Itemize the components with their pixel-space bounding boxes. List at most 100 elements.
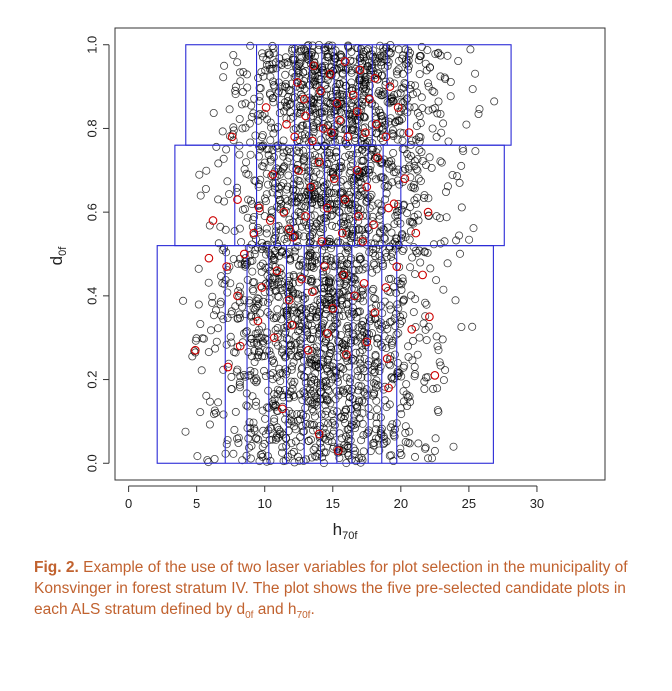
plot-point [284, 171, 293, 180]
plot-point [256, 309, 265, 318]
plot-point [339, 261, 348, 270]
plot-point [231, 407, 240, 416]
selected-plot-point [294, 165, 304, 175]
plot-point [345, 429, 354, 438]
plot-point [380, 234, 389, 243]
plot-point [469, 224, 478, 233]
plot-point [383, 324, 392, 333]
selected-plot-point [327, 128, 336, 137]
plot-point [342, 300, 351, 309]
y-tick-label: 0.6 [84, 203, 99, 221]
plot-point [370, 368, 379, 377]
plot-point [299, 232, 308, 241]
selected-plot-point [284, 224, 294, 234]
plot-point [279, 107, 288, 116]
plot-point [421, 444, 430, 453]
plot-point [194, 300, 203, 309]
plot-point [238, 302, 247, 311]
plot-point [254, 341, 263, 350]
plot-point [212, 337, 221, 346]
plot-point [321, 217, 330, 226]
plot-point [298, 261, 307, 270]
plot-point [306, 315, 315, 324]
plot-point [310, 412, 319, 421]
plot-point [287, 198, 296, 207]
plot-point [380, 438, 389, 447]
plot-point [249, 338, 258, 347]
plot-point [319, 119, 328, 128]
plot-point [281, 329, 290, 338]
plot-point [231, 302, 240, 311]
plot-point [322, 252, 331, 261]
plot-point [270, 184, 279, 193]
strata-boxes [156, 44, 512, 464]
plot-point [340, 279, 349, 288]
plot-point [344, 292, 353, 301]
plot-point [416, 133, 425, 142]
plot-point [253, 294, 262, 303]
plot-point [261, 371, 270, 380]
plot-point [354, 381, 363, 390]
plot-point [219, 365, 228, 374]
plot-point [302, 288, 311, 297]
plot-point [344, 323, 353, 332]
plot-point [273, 292, 282, 301]
selected-plot-point [425, 312, 434, 322]
x-tick-label: 0 [125, 496, 132, 511]
plot-point [314, 308, 323, 317]
plot-point [325, 361, 334, 370]
selected-plot-point [361, 128, 370, 137]
plot-point [394, 56, 403, 65]
plot-point [265, 274, 274, 283]
plot-point [323, 199, 332, 208]
plot-point [457, 322, 466, 331]
plot-point [373, 405, 382, 414]
plot-point [254, 223, 263, 232]
plot-point [338, 387, 347, 396]
plot-point [358, 419, 367, 428]
selected-plot-point [320, 262, 329, 271]
plot-point [306, 312, 315, 321]
selected-plots-points [190, 57, 440, 456]
selected-plot-point [306, 182, 316, 192]
plot-point [343, 142, 352, 151]
plot-point [266, 310, 275, 319]
x-tick-label: 30 [530, 496, 544, 511]
plot-point [276, 199, 285, 208]
plot-point [371, 314, 380, 323]
plot-point [277, 277, 286, 286]
plot-point [424, 454, 433, 463]
plot-point [262, 346, 271, 355]
plot-point [337, 162, 346, 171]
plot-point [230, 425, 239, 434]
plot-point [240, 257, 249, 266]
plot-point [315, 74, 324, 83]
plot-point [261, 430, 270, 439]
plot-point [368, 201, 377, 210]
plot-point [432, 276, 441, 285]
plot-point [312, 200, 321, 209]
plot-point [292, 82, 301, 91]
plot-point [279, 148, 288, 157]
plot-point [386, 423, 395, 432]
plot-point [237, 100, 246, 109]
plot-point [209, 109, 218, 118]
plot-point [251, 235, 260, 244]
plot-point [208, 292, 217, 301]
selected-plot-point [358, 237, 368, 246]
plot-point [351, 194, 360, 203]
plot-point [360, 139, 369, 148]
plot-point [377, 111, 386, 120]
plot-point [273, 323, 282, 332]
plot-point [275, 429, 284, 438]
plot-point [321, 299, 330, 308]
plot-point [315, 307, 324, 316]
plot-point [206, 326, 215, 335]
plot-point [315, 433, 324, 442]
plot-point [209, 311, 218, 320]
plot-point [324, 437, 333, 446]
plot-point [283, 367, 292, 376]
plot-point [381, 116, 390, 125]
plot-point [326, 253, 335, 262]
plot-point [368, 171, 377, 180]
